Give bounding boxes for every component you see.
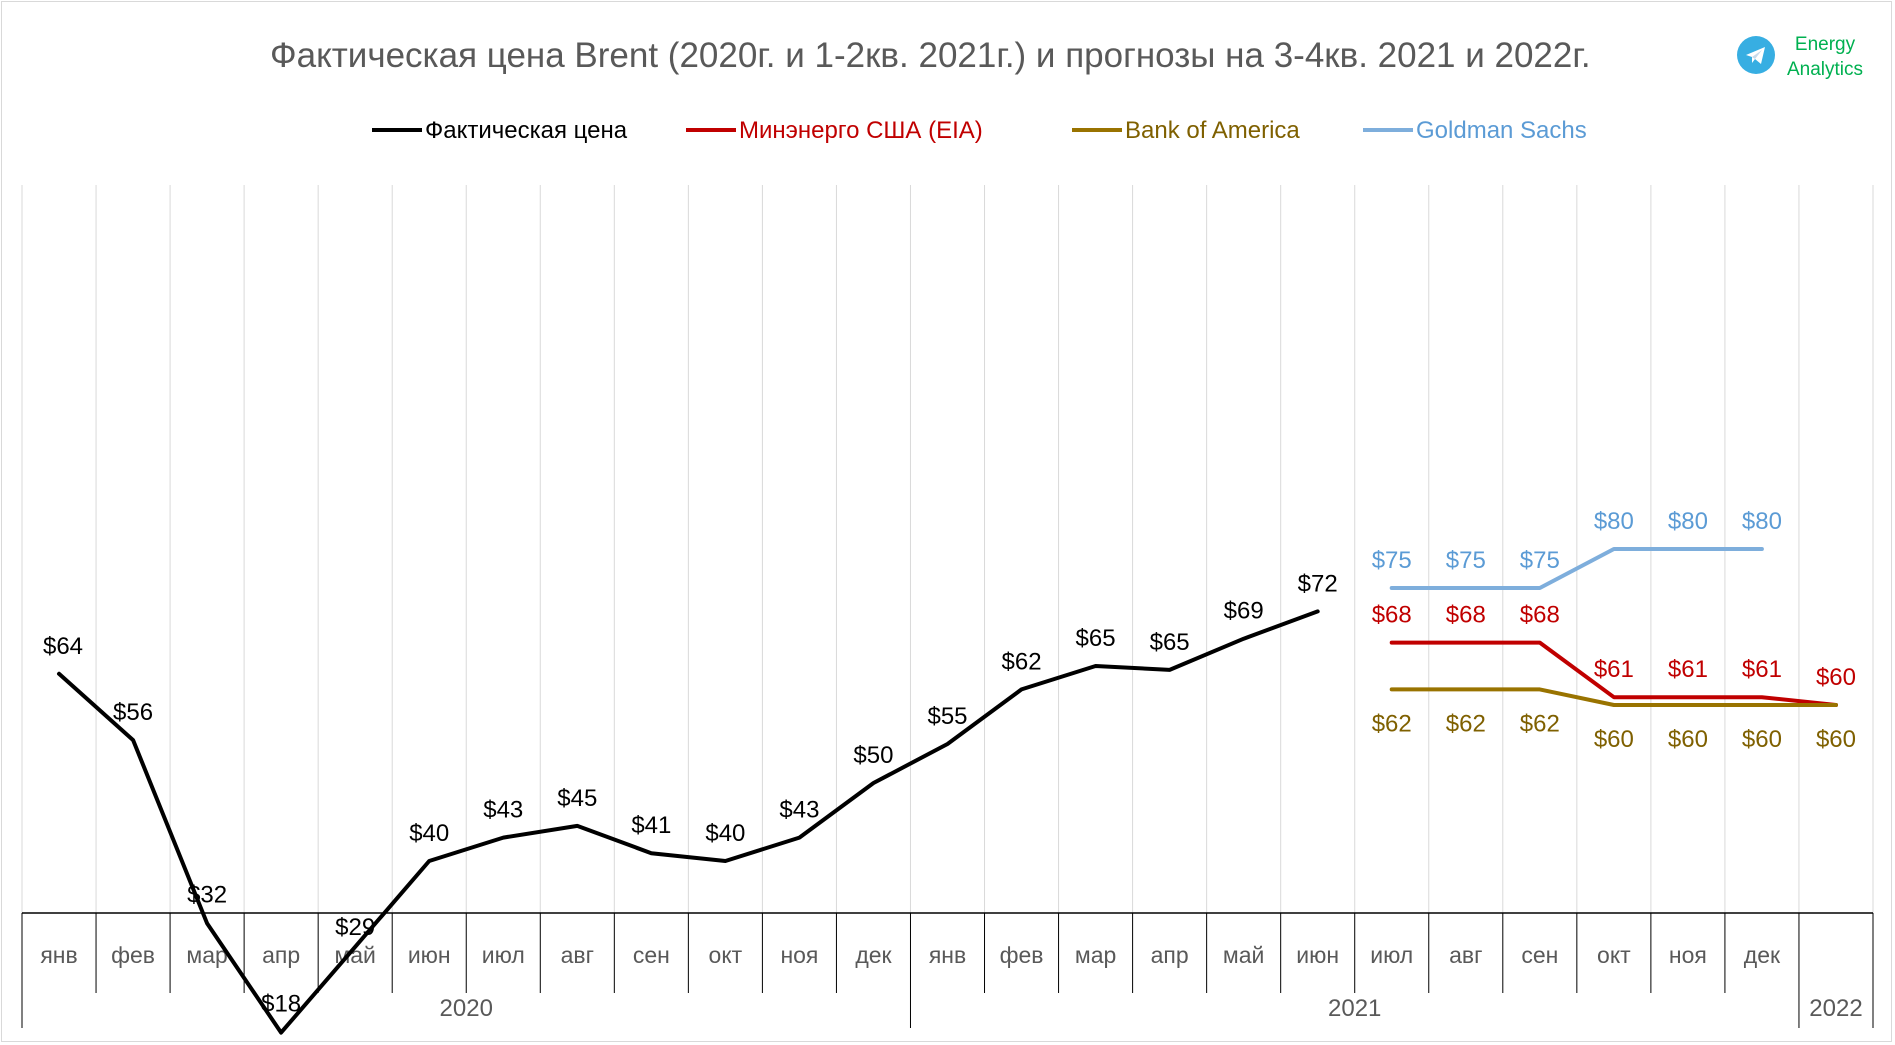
legend-swatch-goldman: [1363, 127, 1413, 132]
data-label-goldman: $75: [1446, 547, 1486, 574]
data-label-actual: $32: [187, 881, 227, 908]
data-label-actual: $62: [1002, 648, 1042, 675]
chart-legend: Фактическая цена Минэнерго США (EIA) Ban…: [0, 114, 1895, 148]
data-label-actual: $45: [557, 785, 597, 812]
x-tick-label: янв: [40, 942, 77, 968]
brand-logo: Energy Analytics: [1770, 32, 1880, 82]
x-tick-label: янв: [929, 942, 966, 968]
legend-label-eia: Минэнерго США (EIA): [739, 117, 983, 144]
data-label-eia: $61: [1594, 656, 1634, 683]
telegram-icon: [1737, 36, 1775, 74]
x-tick-label: апр: [1151, 942, 1189, 968]
data-label-goldman: $80: [1742, 508, 1782, 535]
x-tick-label: мар: [1075, 942, 1116, 968]
data-label-bofa: $62: [1446, 710, 1486, 737]
data-label-actual: $65: [1076, 625, 1116, 652]
data-label-eia: $61: [1668, 656, 1708, 683]
x-tick-label: апр: [262, 942, 300, 968]
data-label-bofa: $60: [1668, 726, 1708, 753]
data-label-actual: $50: [853, 742, 893, 769]
data-label-actual: $72: [1298, 570, 1338, 597]
x-tick-label: июл: [482, 942, 525, 968]
data-label-eia: $60: [1816, 664, 1856, 691]
data-label-bofa: $60: [1594, 726, 1634, 753]
data-label-bofa: $60: [1742, 726, 1782, 753]
chart-title: Фактическая цена Brent (2020г. и 1-2кв. …: [270, 36, 1591, 75]
x-tick-label: дек: [1744, 942, 1781, 968]
data-label-goldman: $75: [1520, 547, 1560, 574]
data-label-eia: $68: [1446, 602, 1486, 629]
x-tick-label: окт: [1597, 942, 1631, 968]
data-label-actual: $55: [927, 703, 967, 730]
x-tick-label: фев: [1000, 942, 1044, 968]
data-label-eia: $68: [1520, 602, 1560, 629]
data-label-actual: $43: [779, 797, 819, 824]
series-line-actual: [57, 609, 1320, 1035]
data-label-actual: $29: [335, 914, 375, 941]
x-tick-label: дек: [855, 942, 892, 968]
legend-label-bofa: Bank of America: [1125, 117, 1300, 144]
data-label-bofa: $60: [1816, 726, 1856, 753]
x-tick-label: авг: [561, 942, 594, 968]
x-tick-label: сен: [1521, 942, 1558, 968]
data-label-eia: $61: [1742, 656, 1782, 683]
x-tick-label: фев: [111, 942, 155, 968]
data-label-actual: $41: [631, 812, 671, 839]
data-label-actual: $56: [113, 699, 153, 726]
data-label-goldman: $80: [1594, 508, 1634, 535]
x-tick-label: ноя: [780, 942, 818, 968]
x-tick-label: ноя: [1669, 942, 1707, 968]
data-label-bofa: $62: [1520, 710, 1560, 737]
series-line-eia: [1389, 640, 1838, 707]
legend-swatch-actual: [372, 127, 422, 132]
x-tick-label: авг: [1449, 942, 1482, 968]
x-tick-label: июл: [1370, 942, 1413, 968]
brand-logo-line2: Analytics: [1786, 59, 1864, 80]
series-line-bofa: [1389, 687, 1838, 707]
data-label-goldman: $75: [1372, 547, 1412, 574]
legend-item-eia: Минэнерго США (EIA): [686, 114, 983, 148]
data-label-actual: $18: [261, 991, 301, 1018]
data-label-actual: $69: [1224, 598, 1264, 625]
x-tick-label: май: [1223, 942, 1264, 968]
legend-label-goldman: Goldman Sachs: [1416, 117, 1587, 144]
legend-swatch-eia: [686, 127, 736, 132]
data-label-actual: $64: [43, 633, 83, 660]
brand-logo-line1: Energy: [1794, 34, 1856, 55]
legend-swatch-bofa: [1072, 127, 1122, 132]
year-label: 2022: [1809, 995, 1862, 1022]
legend-label-actual: Фактическая цена: [425, 117, 628, 144]
legend-item-goldman: Goldman Sachs: [1363, 114, 1587, 148]
series-line-goldman: [1389, 547, 1764, 590]
x-tick-label: окт: [709, 942, 743, 968]
data-label-eia: $68: [1372, 602, 1412, 629]
year-label: 2020: [440, 995, 493, 1022]
data-label-actual: $43: [483, 797, 523, 824]
legend-item-actual: Фактическая цена: [372, 114, 627, 148]
data-label-actual: $40: [705, 820, 745, 847]
data-label-actual: $40: [409, 820, 449, 847]
data-label-actual: $65: [1150, 629, 1190, 656]
x-tick-label: июн: [1296, 942, 1339, 968]
legend-item-bofa: Bank of America: [1072, 114, 1300, 148]
data-label-bofa: $62: [1372, 710, 1412, 737]
x-tick-label: сен: [633, 942, 670, 968]
data-label-goldman: $80: [1668, 508, 1708, 535]
x-tick-label: июн: [408, 942, 451, 968]
year-label: 2021: [1328, 995, 1381, 1022]
